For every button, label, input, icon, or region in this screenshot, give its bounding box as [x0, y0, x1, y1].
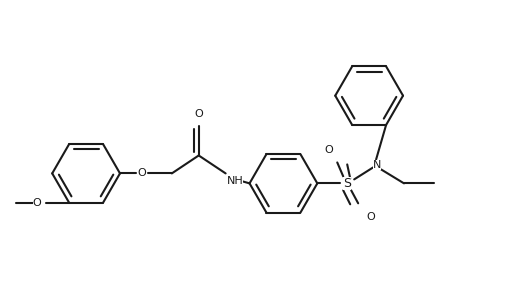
Text: S: S — [343, 177, 351, 190]
Text: O: O — [325, 145, 333, 155]
Text: O: O — [137, 168, 146, 178]
Text: O: O — [366, 212, 375, 222]
Text: N: N — [373, 160, 381, 171]
Text: NH: NH — [227, 176, 244, 186]
Text: O: O — [194, 109, 203, 119]
Text: O: O — [33, 198, 41, 208]
